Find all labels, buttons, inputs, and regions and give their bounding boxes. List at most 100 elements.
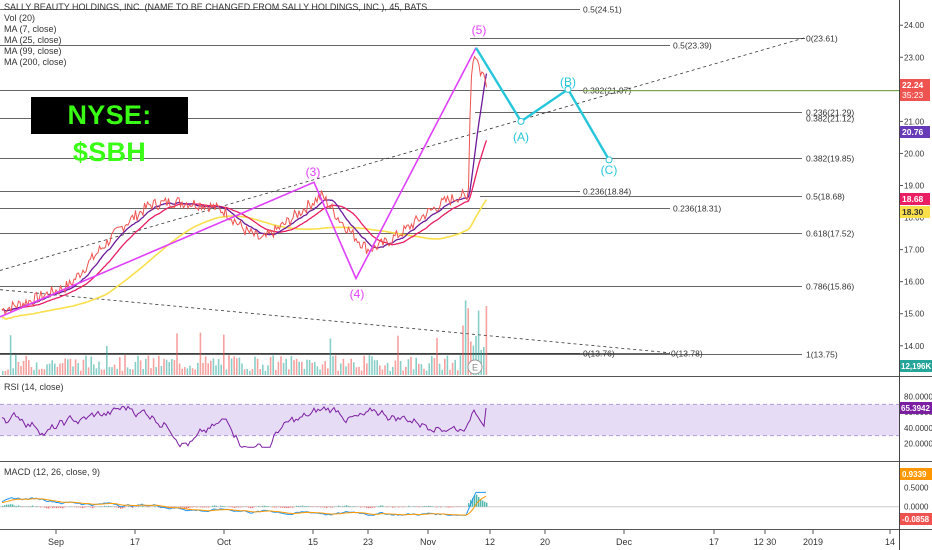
volume-bar (389, 370, 391, 375)
rsi-title[interactable]: RSI (14, close) (4, 382, 64, 392)
time-tick-label: 12 (485, 537, 495, 547)
volume-bar (306, 359, 308, 375)
price-tick-label: 23.00 (904, 53, 925, 62)
price-tick-label: 19.00 (904, 182, 925, 191)
macd-histogram-bar (394, 506, 396, 508)
volume-bar (454, 359, 456, 375)
macd-histogram-bar (292, 506, 294, 508)
indicator-ma200[interactable]: MA (200, close) (4, 57, 67, 67)
volume-bar (314, 361, 316, 375)
volume-bar (173, 360, 176, 375)
volume-bar (41, 368, 43, 375)
indicator-ma99[interactable]: MA (99, close) (4, 46, 62, 56)
macd-histogram-bar (204, 506, 206, 508)
volume-bar (103, 369, 105, 375)
macd-histogram-bar (214, 505, 216, 507)
macd-histogram-bar (282, 506, 284, 508)
macd-histogram-bar (92, 506, 94, 509)
volume-bar (90, 356, 92, 375)
macd-histogram-bar (322, 506, 324, 508)
macd-histogram-bar (116, 506, 118, 508)
volume-bar (324, 361, 326, 375)
macd-histogram-bar (380, 505, 382, 507)
volume-bar (56, 366, 59, 375)
volume-bar (384, 365, 386, 375)
volume-bar (449, 369, 451, 375)
macd-histogram-bar (142, 505, 144, 507)
macd-histogram-bar (382, 505, 384, 507)
fib-level-label: 0.5(23.39) (673, 41, 712, 51)
ma25-line (1, 140, 488, 312)
macd-histogram-bar (486, 502, 488, 507)
fib-level-label: 0(23.61) (806, 34, 838, 44)
fib-level-label: 0.236(18.84) (583, 187, 631, 197)
indicator-ma25[interactable]: MA (25, close) (4, 35, 62, 45)
volume-bar (181, 368, 183, 375)
volume-bar (379, 365, 381, 375)
volume-bar (332, 356, 334, 375)
macd-histogram-bar (172, 506, 174, 508)
macd-histogram-bar (468, 503, 470, 507)
volume-bar (438, 363, 441, 375)
macd-histogram-bar (234, 506, 236, 508)
volume-bar (371, 356, 373, 375)
volume-bar (9, 335, 12, 375)
indicator-ma7[interactable]: MA (7, close) (4, 24, 57, 34)
volume-bar (51, 360, 53, 375)
time-tick-label: Dec (616, 537, 633, 547)
volume-bar (176, 333, 178, 375)
macd-histogram-bar (428, 505, 430, 507)
volume-bar (298, 361, 300, 375)
macd-histogram-bar (6, 504, 8, 507)
volume-bar (407, 359, 410, 375)
volume-bar (43, 369, 46, 375)
volume-bar (246, 368, 248, 375)
volume-bar (165, 359, 168, 375)
elliott-wave-line (0, 47, 477, 318)
volume-bar (132, 369, 134, 375)
macd-histogram-bar (14, 505, 16, 507)
volume-bar (327, 368, 329, 375)
volume-bar (345, 366, 347, 375)
fib-level-label: 0.786(15.86) (806, 282, 854, 292)
volume-bar (285, 358, 287, 375)
price-badge-label: 18.30 (902, 207, 924, 217)
price-badge-label: 18.68 (902, 194, 924, 204)
volume-bar (254, 356, 256, 375)
macd-tick-label: 0.0000 (904, 503, 929, 512)
volume-bar (225, 369, 228, 375)
volume-bar (12, 368, 14, 375)
volume-bar (405, 366, 407, 375)
volume-bar (308, 359, 311, 375)
macd-histogram-bar (386, 506, 388, 508)
ticker-label-box: NYSE: $SBH (31, 97, 188, 167)
volume-bar (189, 365, 191, 375)
volume-bar (444, 358, 446, 375)
volume-bar (290, 356, 293, 375)
indicator-vol[interactable]: Vol (20) (4, 13, 36, 23)
volume-bar (82, 359, 85, 375)
volume-bar (119, 357, 121, 375)
volume-bar (340, 363, 342, 375)
abc-correction-line (474, 47, 611, 161)
time-tick-label: 23 (363, 537, 373, 547)
macd-histogram-bar (370, 506, 372, 508)
wave-point (605, 156, 613, 164)
macd-histogram-bar (174, 506, 176, 508)
macd-title[interactable]: MACD (12, 26, close, 9) (4, 467, 101, 477)
macd-histogram-bar (212, 505, 214, 507)
macd-histogram-bar (280, 506, 282, 508)
macd-histogram-bar (320, 506, 322, 508)
volume-bar (431, 356, 433, 375)
macd-histogram-bar (50, 506, 52, 508)
macd-histogram-bar (348, 505, 350, 507)
price-tick-label: 24.00 (904, 21, 925, 30)
macd-histogram-bar (8, 504, 10, 507)
volume-bar (249, 370, 251, 375)
volume-bar (418, 363, 420, 375)
volume-bar (373, 360, 376, 375)
fib-level-label: 0.5(24.51) (583, 5, 622, 15)
volume-bar (293, 360, 295, 375)
volume-bar (207, 363, 209, 375)
